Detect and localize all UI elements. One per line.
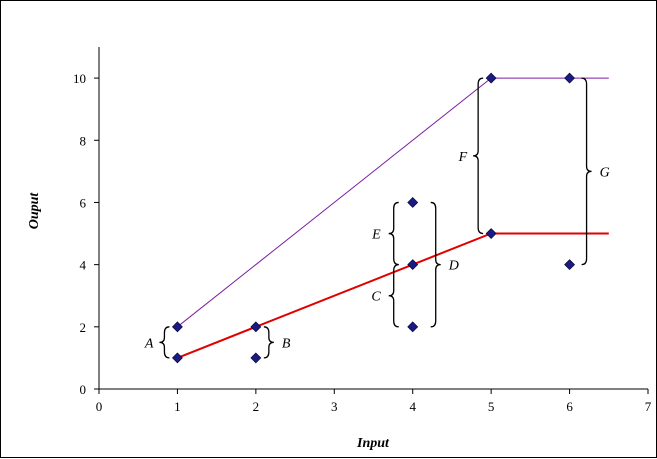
x-tick-label: 3 [331, 399, 338, 414]
data-point-marker [172, 321, 183, 333]
y-tick-label: 2 [80, 320, 87, 335]
data-point-marker [407, 197, 419, 208]
x-tick-label: 5 [488, 399, 495, 414]
x-tick-label: 1 [174, 399, 181, 414]
brace-f [473, 77, 484, 235]
y-axis-title: Ouput [27, 192, 42, 230]
annotation-label-b: B [282, 336, 291, 351]
x-axis-title: Input [356, 436, 390, 451]
data-point-marker [564, 72, 575, 84]
x-tick-label: 2 [253, 399, 260, 414]
brace-e [388, 201, 399, 266]
data-point-marker [407, 259, 419, 271]
data-point-marker [250, 352, 262, 364]
y-tick-label: 10 [73, 71, 86, 86]
data-point-marker [407, 321, 419, 333]
y-tick-label: 6 [80, 195, 87, 210]
y-tick-label: 4 [80, 258, 87, 273]
x-tick-label: 4 [409, 399, 416, 414]
x-tick-label: 0 [96, 399, 103, 414]
y-tick-label: 8 [80, 133, 87, 148]
brace-g [581, 77, 592, 266]
data-point-marker [172, 352, 183, 364]
brace-d [430, 201, 441, 328]
annotation-label-a: A [144, 336, 154, 351]
data-point-marker [250, 321, 262, 333]
annotation-label-e: E [371, 228, 381, 243]
x-tick-label: 7 [645, 399, 652, 414]
annotation-label-g: G [600, 165, 610, 180]
y-tick-label: 0 [80, 382, 87, 397]
data-point-marker [485, 228, 497, 239]
annotation-label-d: D [448, 259, 459, 274]
annotation-label-f: F [458, 150, 468, 165]
brace-a [159, 326, 170, 359]
x-tick-label: 6 [566, 399, 573, 414]
annotation-label-c: C [371, 290, 381, 305]
brace-b [263, 326, 274, 359]
data-point-marker [485, 72, 497, 84]
data-point-marker [564, 259, 575, 271]
